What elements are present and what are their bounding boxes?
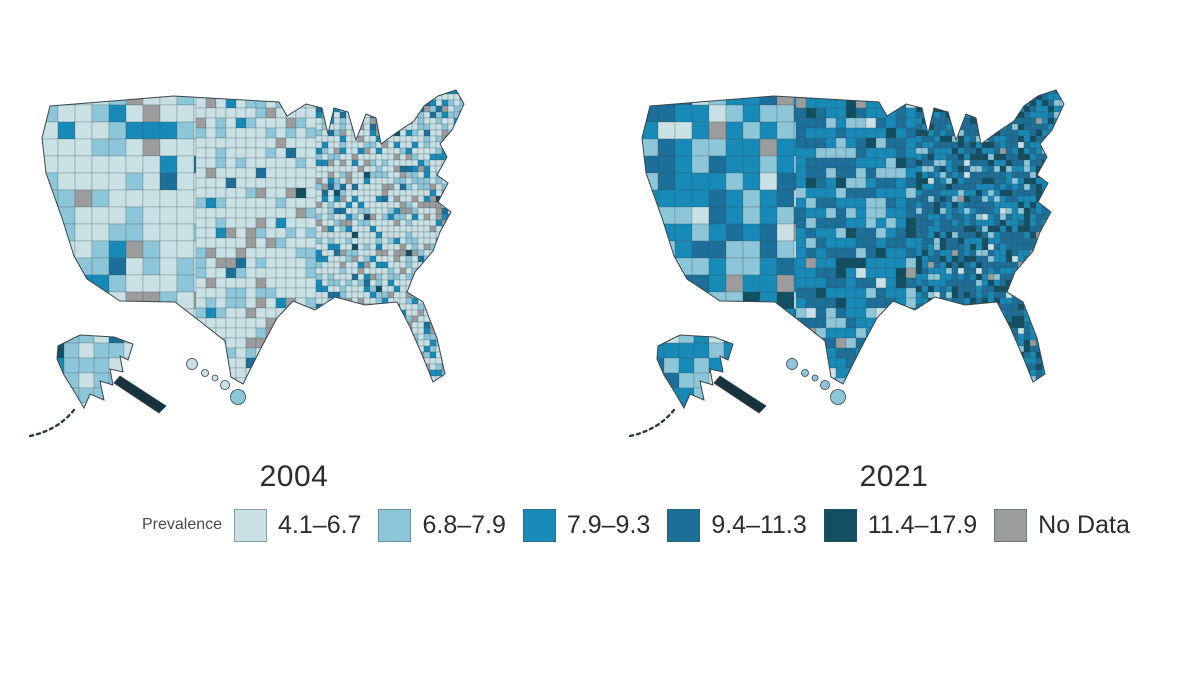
legend-swatch [994,508,1028,542]
legend-label: No Data [1038,510,1130,539]
legend-swatch [378,508,412,542]
legend-label: 9.4–11.3 [711,510,807,539]
legend-swatch [823,508,857,542]
map-panel-2021: 2021 [624,88,1164,493]
year-label-2021: 2021 [859,460,929,493]
us-county-choropleth-2021 [628,89,1065,438]
legend-label: 11.4–17.9 [867,510,978,539]
legend-label: 6.8–7.9 [422,510,506,539]
legend-item-5: No Data [994,508,1130,542]
us-county-choropleth-2004 [28,89,465,438]
legend-items: 4.1–6.7 6.8–7.9 7.9–9.3 9.4–11.3 11.4–17.9 No… [234,508,1147,542]
legend-item-2: 7.9–9.3 [522,508,651,542]
year-label-2004: 2004 [259,460,329,493]
legend-swatch [522,508,556,542]
legend-swatch [667,508,701,542]
legend-item-1: 6.8–7.9 [378,508,506,542]
prevalence-legend: Prevalence 4.1–6.7 6.8–7.9 7.9–9.3 9.4–11.3… [142,503,1147,547]
legend-title: Prevalence [142,516,223,533]
legend-label: 7.9–9.3 [566,510,651,539]
legend-item-0: 4.1–6.7 [234,508,362,542]
legend-item-3: 9.4–11.3 [667,508,807,542]
legend-item-4: 11.4–17.9 [823,508,978,542]
map-panel-2004: 2004 [24,88,564,493]
legend-label: 4.1–6.7 [278,510,362,539]
legend-swatch [234,508,268,542]
